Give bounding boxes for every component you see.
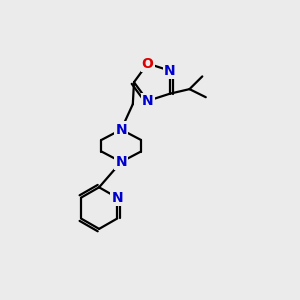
Text: N: N	[111, 191, 123, 205]
Text: N: N	[164, 64, 176, 78]
Text: N: N	[116, 155, 127, 169]
Text: N: N	[116, 123, 127, 136]
Text: N: N	[142, 94, 154, 108]
Text: O: O	[142, 56, 154, 70]
